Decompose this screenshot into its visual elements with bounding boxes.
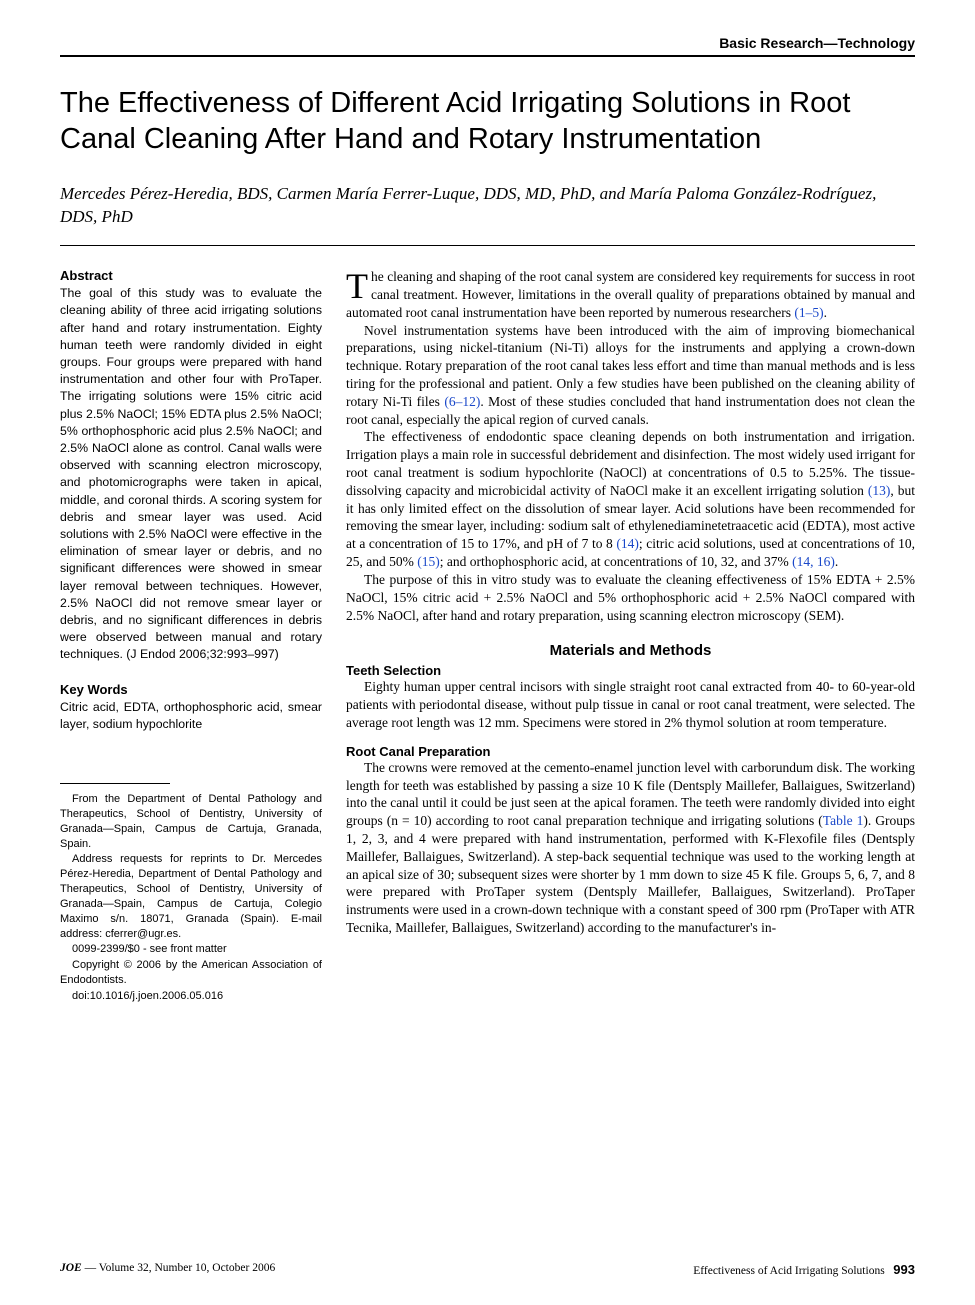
root-canal-prep-heading: Root Canal Preparation <box>346 744 915 759</box>
page-number: 993 <box>893 1262 915 1277</box>
teeth-selection-heading: Teeth Selection <box>346 663 915 678</box>
affiliation-divider <box>60 783 170 784</box>
ref-link[interactable]: (14) <box>616 536 639 551</box>
abstract-heading: Abstract <box>60 268 322 283</box>
affiliation-block: From the Department of Dental Pathology … <box>60 792 322 1004</box>
authors-rule <box>60 245 915 246</box>
keywords-heading: Key Words <box>60 682 322 697</box>
affiliation-line: From the Department of Dental Pathology … <box>60 792 322 851</box>
teeth-selection-paragraph: Eighty human upper central incisors with… <box>346 678 915 731</box>
running-title: Effectiveness of Acid Irrigating Solutio… <box>693 1265 884 1277</box>
section-label: Basic Research—Technology <box>60 35 915 55</box>
ref-link[interactable]: (1–5) <box>794 305 823 320</box>
journal-abbrev: JOE <box>60 1262 82 1274</box>
copyright-line: Copyright © 2006 by the American Associa… <box>60 958 322 988</box>
doi-line: doi:10.1016/j.joen.2006.05.016 <box>60 989 322 1004</box>
intro-paragraph-4: The purpose of this in vitro study was t… <box>346 571 915 624</box>
ref-link[interactable]: (13) <box>868 483 891 498</box>
header-rule <box>60 55 915 57</box>
ref-link[interactable]: (15) <box>417 554 440 569</box>
prep-text-b: ). Groups 1, 2, 3, and 4 were prepared w… <box>346 813 915 935</box>
intro-paragraph-2: Novel instrumentation systems have been … <box>346 322 915 429</box>
p3-text-e: . <box>835 554 838 569</box>
two-column-layout: Abstract The goal of this study was to e… <box>60 268 915 1005</box>
page-footer: JOE — Volume 32, Number 10, October 2006… <box>60 1262 915 1277</box>
abstract-text: The goal of this study was to evaluate t… <box>60 285 322 663</box>
dropcap: T <box>346 268 371 302</box>
p1-text-a: he cleaning and shaping of the root cana… <box>346 269 915 320</box>
p1-text-b: . <box>824 305 827 320</box>
p3-text-d: ; and orthophosphoric acid, at concentra… <box>440 554 792 569</box>
p3-text-a: The effectiveness of endodontic space cl… <box>346 429 915 497</box>
issue-info: — Volume 32, Number 10, October 2006 <box>82 1262 275 1274</box>
ref-link[interactable]: (14, 16) <box>792 554 835 569</box>
intro-paragraph-3: The effectiveness of endodontic space cl… <box>346 428 915 571</box>
ref-link[interactable]: (6–12) <box>444 394 480 409</box>
intro-paragraph-1: The cleaning and shaping of the root can… <box>346 268 915 321</box>
keywords-text: Citric acid, EDTA, orthophosphoric acid,… <box>60 699 322 733</box>
author-line: Mercedes Pérez-Heredia, BDS, Carmen Marí… <box>60 182 915 230</box>
table-ref-link[interactable]: Table 1 <box>823 813 864 828</box>
materials-methods-heading: Materials and Methods <box>346 642 915 659</box>
issn-line: 0099-2399/$0 - see front matter <box>60 942 322 957</box>
correspondence-line: Address requests for reprints to Dr. Mer… <box>60 852 322 941</box>
root-canal-prep-paragraph: The crowns were removed at the cemento-e… <box>346 759 915 937</box>
footer-right: Effectiveness of Acid Irrigating Solutio… <box>693 1262 915 1277</box>
footer-left: JOE — Volume 32, Number 10, October 2006 <box>60 1262 275 1277</box>
right-column: The cleaning and shaping of the root can… <box>346 268 915 1005</box>
article-title: The Effectiveness of Different Acid Irri… <box>60 85 915 158</box>
left-column: Abstract The goal of this study was to e… <box>60 268 322 1005</box>
